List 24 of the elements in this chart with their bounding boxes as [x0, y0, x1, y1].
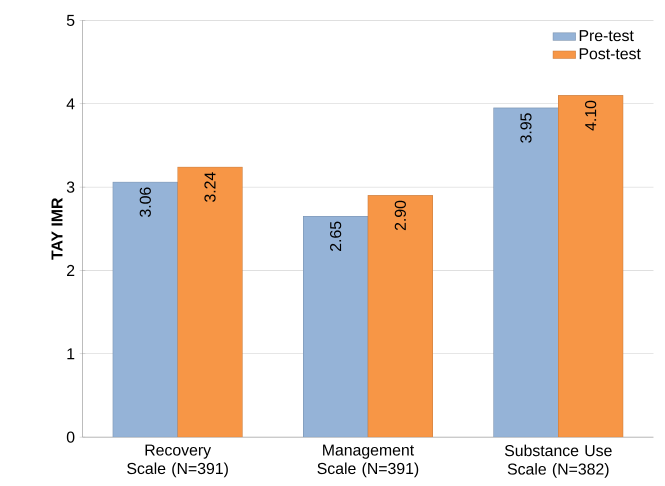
y-tick-label: 3 [66, 182, 74, 193]
data-label: 3.95 [520, 113, 532, 143]
y-tick-label: 0 [66, 432, 74, 443]
x-tick-label: Recovery Scale (N=391) [127, 444, 228, 478]
y-tick-label: 4 [66, 98, 75, 110]
data-label: 3.06 [140, 188, 151, 218]
data-label: 4.10 [585, 100, 596, 131]
legend-label: Post-test [580, 48, 641, 60]
y-tick-label: 1 [67, 348, 74, 360]
y-tick-label: 2 [67, 265, 74, 276]
bar [493, 108, 559, 438]
legend-label: Pre-test [580, 30, 634, 42]
bar [558, 95, 624, 438]
y-axis-title: TAY IMR [52, 198, 62, 260]
x-tick-label: Management Scale (N=391) [317, 444, 418, 478]
bar [112, 182, 178, 438]
data-label: 3.24 [204, 172, 216, 202]
bar [177, 167, 243, 438]
x-tick-label: Substance Use Scale (N=382) [504, 444, 612, 478]
data-label: 2.65 [330, 222, 342, 252]
bar [368, 195, 433, 438]
data-label: 2.90 [394, 200, 406, 230]
bar [303, 216, 368, 438]
y-tick-label: 5 [66, 15, 74, 26]
